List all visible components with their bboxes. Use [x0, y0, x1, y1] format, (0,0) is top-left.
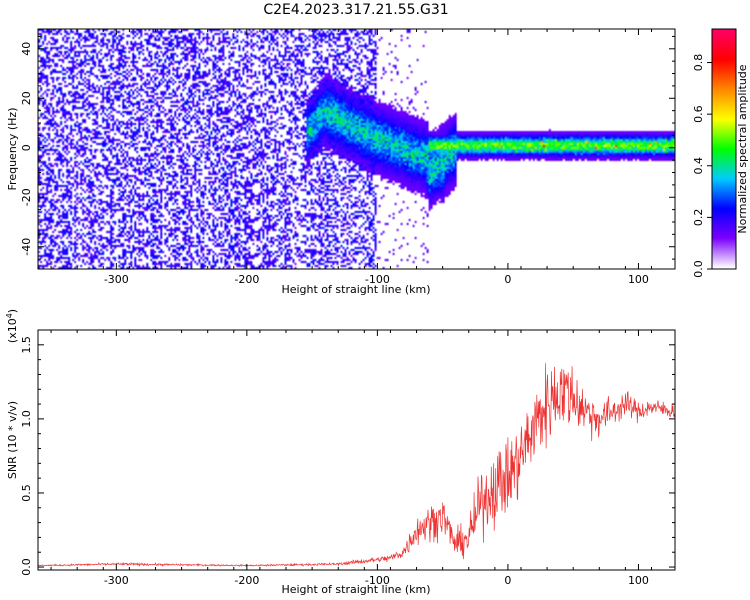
snr-frame — [37, 329, 676, 571]
x-tick-label: -100 — [365, 273, 390, 286]
snr-y-axis-label: SNR (10 * v/v) — [6, 401, 19, 479]
y-tick-label: 0.0 — [20, 558, 33, 576]
y-tick-label: 40 — [20, 42, 33, 56]
x-tick-label: 100 — [628, 574, 649, 587]
y-tick-label: 1.5 — [20, 336, 33, 354]
spectrogram-y-axis-label: Frequency (Hz) — [6, 108, 19, 191]
colorbar-tick-label: 0.8 — [692, 54, 705, 72]
colorbar-frame — [711, 28, 737, 270]
x-tick-label: -200 — [234, 574, 259, 587]
colorbar-tick-label: 0.2 — [692, 209, 705, 227]
x-tick-label: -300 — [104, 574, 129, 587]
x-tick-label: 100 — [628, 273, 649, 286]
x-tick-label: -100 — [365, 574, 390, 587]
y-tick-label: -40 — [20, 238, 33, 256]
y-tick-label: 0.5 — [20, 484, 33, 502]
snr-series-line — [38, 363, 675, 567]
snr-x-axis-label: Height of straight line (km) — [281, 583, 430, 596]
colorbar-tick-label: 0.4 — [692, 157, 705, 175]
spectrogram-x-axis-label: Height of straight line (km) — [281, 283, 430, 296]
colorbar-gradient — [712, 29, 736, 269]
x-tick-label: 0 — [504, 574, 511, 587]
x-tick-label: 0 — [504, 273, 511, 286]
spectrogram-image — [38, 29, 675, 269]
y-tick-label: 0 — [20, 144, 33, 151]
colorbar: 0.0 0.2 0.4 0.6 0.8 Normalized spectral ampl… — [692, 28, 749, 278]
colorbar-tick-label: 0.6 — [692, 105, 705, 123]
figure-title: C2E4.2023.317.21.55.G31 — [263, 2, 448, 18]
colorbar-label: Normalized spectral amplitude — [736, 64, 749, 233]
spectrogram-x-ticks: -300 -200 -100 0 100 — [50, 29, 653, 286]
colorbar-tick-label: 0.0 — [692, 260, 705, 278]
y-tick-label: 1.0 — [20, 410, 33, 428]
y-tick-label: -20 — [20, 188, 33, 206]
snr-panel: -300 -200 -100 0 100 0.0 0.5 1.0 1.5 Height of … — [5, 309, 676, 596]
spectrogram-y-ticks: -40 -20 0 20 40 — [20, 35, 675, 260]
colorbar-ticks: 0.0 0.2 0.4 0.6 0.8 — [692, 54, 712, 278]
x-tick-label: -300 — [104, 273, 129, 286]
x-tick-label: -200 — [234, 273, 259, 286]
snr-y-ticks: 0.0 0.5 1.0 1.5 — [20, 336, 675, 576]
snr-y-scale-label: (x104) — [5, 309, 19, 343]
spectrogram-frame — [37, 28, 676, 270]
y-tick-label: 20 — [20, 91, 33, 105]
snr-x-ticks: -300 -200 -100 0 100 — [50, 330, 653, 587]
